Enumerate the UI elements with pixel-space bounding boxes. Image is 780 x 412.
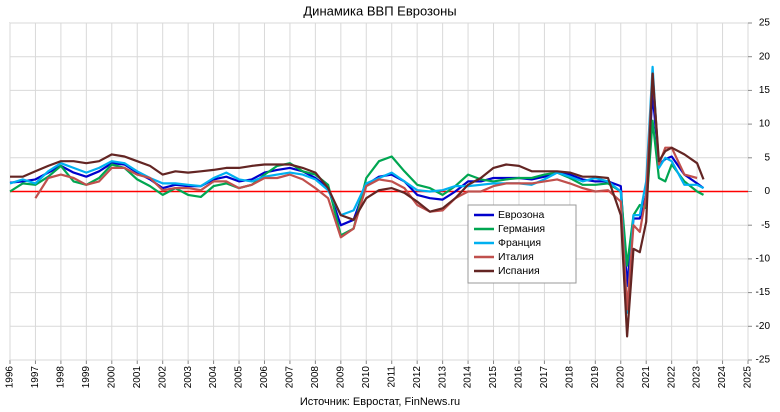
y-tick-label: 5 <box>764 152 770 163</box>
x-tick-label: 2005 <box>234 366 245 389</box>
x-tick-label: 2003 <box>183 366 194 389</box>
legend-label: Франция <box>498 237 541 249</box>
x-tick-label: 2016 <box>514 366 525 389</box>
y-tick-label: -10 <box>756 254 771 265</box>
x-tick-label: 2000 <box>106 366 117 389</box>
y-tick-label: 15 <box>759 85 771 96</box>
legend-label: Италия <box>498 251 534 263</box>
y-tick-label: -5 <box>761 220 770 231</box>
y-tick-label: -25 <box>756 355 771 366</box>
x-tick-label: 2020 <box>615 366 626 389</box>
x-tick-label: 2017 <box>539 366 550 389</box>
x-tick-label: 1997 <box>30 366 41 389</box>
legend-label: Еврозона <box>498 209 544 221</box>
x-tick-label: 1999 <box>81 366 92 389</box>
x-tick-label: 2013 <box>437 366 448 389</box>
chart-title: Динамика ВВП Еврозоны <box>303 3 456 18</box>
x-tick-label: 2007 <box>285 366 296 389</box>
y-tick-label: 0 <box>764 186 770 197</box>
x-tick-label: 2010 <box>361 366 372 389</box>
x-tick-label: 2012 <box>412 366 423 389</box>
x-tick-label: 2018 <box>565 366 576 389</box>
source: Источник: Евростат, FinNews.ru <box>300 396 460 408</box>
x-tick-label: 2009 <box>335 366 346 389</box>
x-tick-label: 2011 <box>386 366 397 388</box>
x-tick-label: 2019 <box>590 366 601 389</box>
y-tick-label: 25 <box>759 18 771 29</box>
x-tick-label: 2006 <box>259 366 270 389</box>
series-line <box>34 72 698 311</box>
legend-label: Испания <box>498 265 540 277</box>
x-tick-label: 2014 <box>463 366 474 389</box>
x-tick-label: 2025 <box>743 366 754 389</box>
legend-label: Германия <box>498 223 545 235</box>
x-tick-label: 1998 <box>56 366 67 389</box>
x-tick-label: 2002 <box>157 366 168 389</box>
x-tick-label: 2015 <box>488 366 499 389</box>
y-tick-label: -20 <box>756 321 771 332</box>
x-tick-label: 2004 <box>208 366 219 389</box>
x-tick-label: 2023 <box>692 366 703 389</box>
series-line <box>9 119 705 267</box>
x-tick-label: 2008 <box>310 366 321 389</box>
x-tick-label: 2001 <box>132 366 143 389</box>
x-tick-label: 1996 <box>5 366 16 389</box>
y-tick-label: 10 <box>759 119 771 130</box>
y-tick-label: 20 <box>759 51 771 62</box>
y-tick-label: -15 <box>756 287 771 298</box>
series-line <box>10 72 705 338</box>
x-tick-label: 2024 <box>717 366 728 389</box>
x-tick-label: 2021 <box>641 366 652 389</box>
x-tick-label: 2022 <box>666 366 677 389</box>
